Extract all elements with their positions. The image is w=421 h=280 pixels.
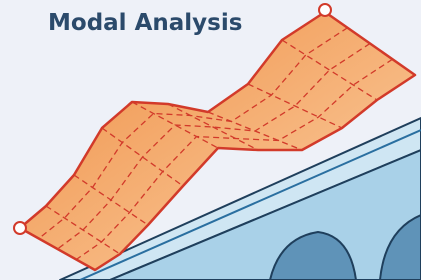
page: Modal Analysis (() => { const data = JSO… [0, 0, 421, 280]
node [319, 4, 331, 16]
title: Modal Analysis [48, 10, 242, 36]
node [14, 222, 26, 234]
illustration: Modal Analysis [0, 0, 421, 280]
